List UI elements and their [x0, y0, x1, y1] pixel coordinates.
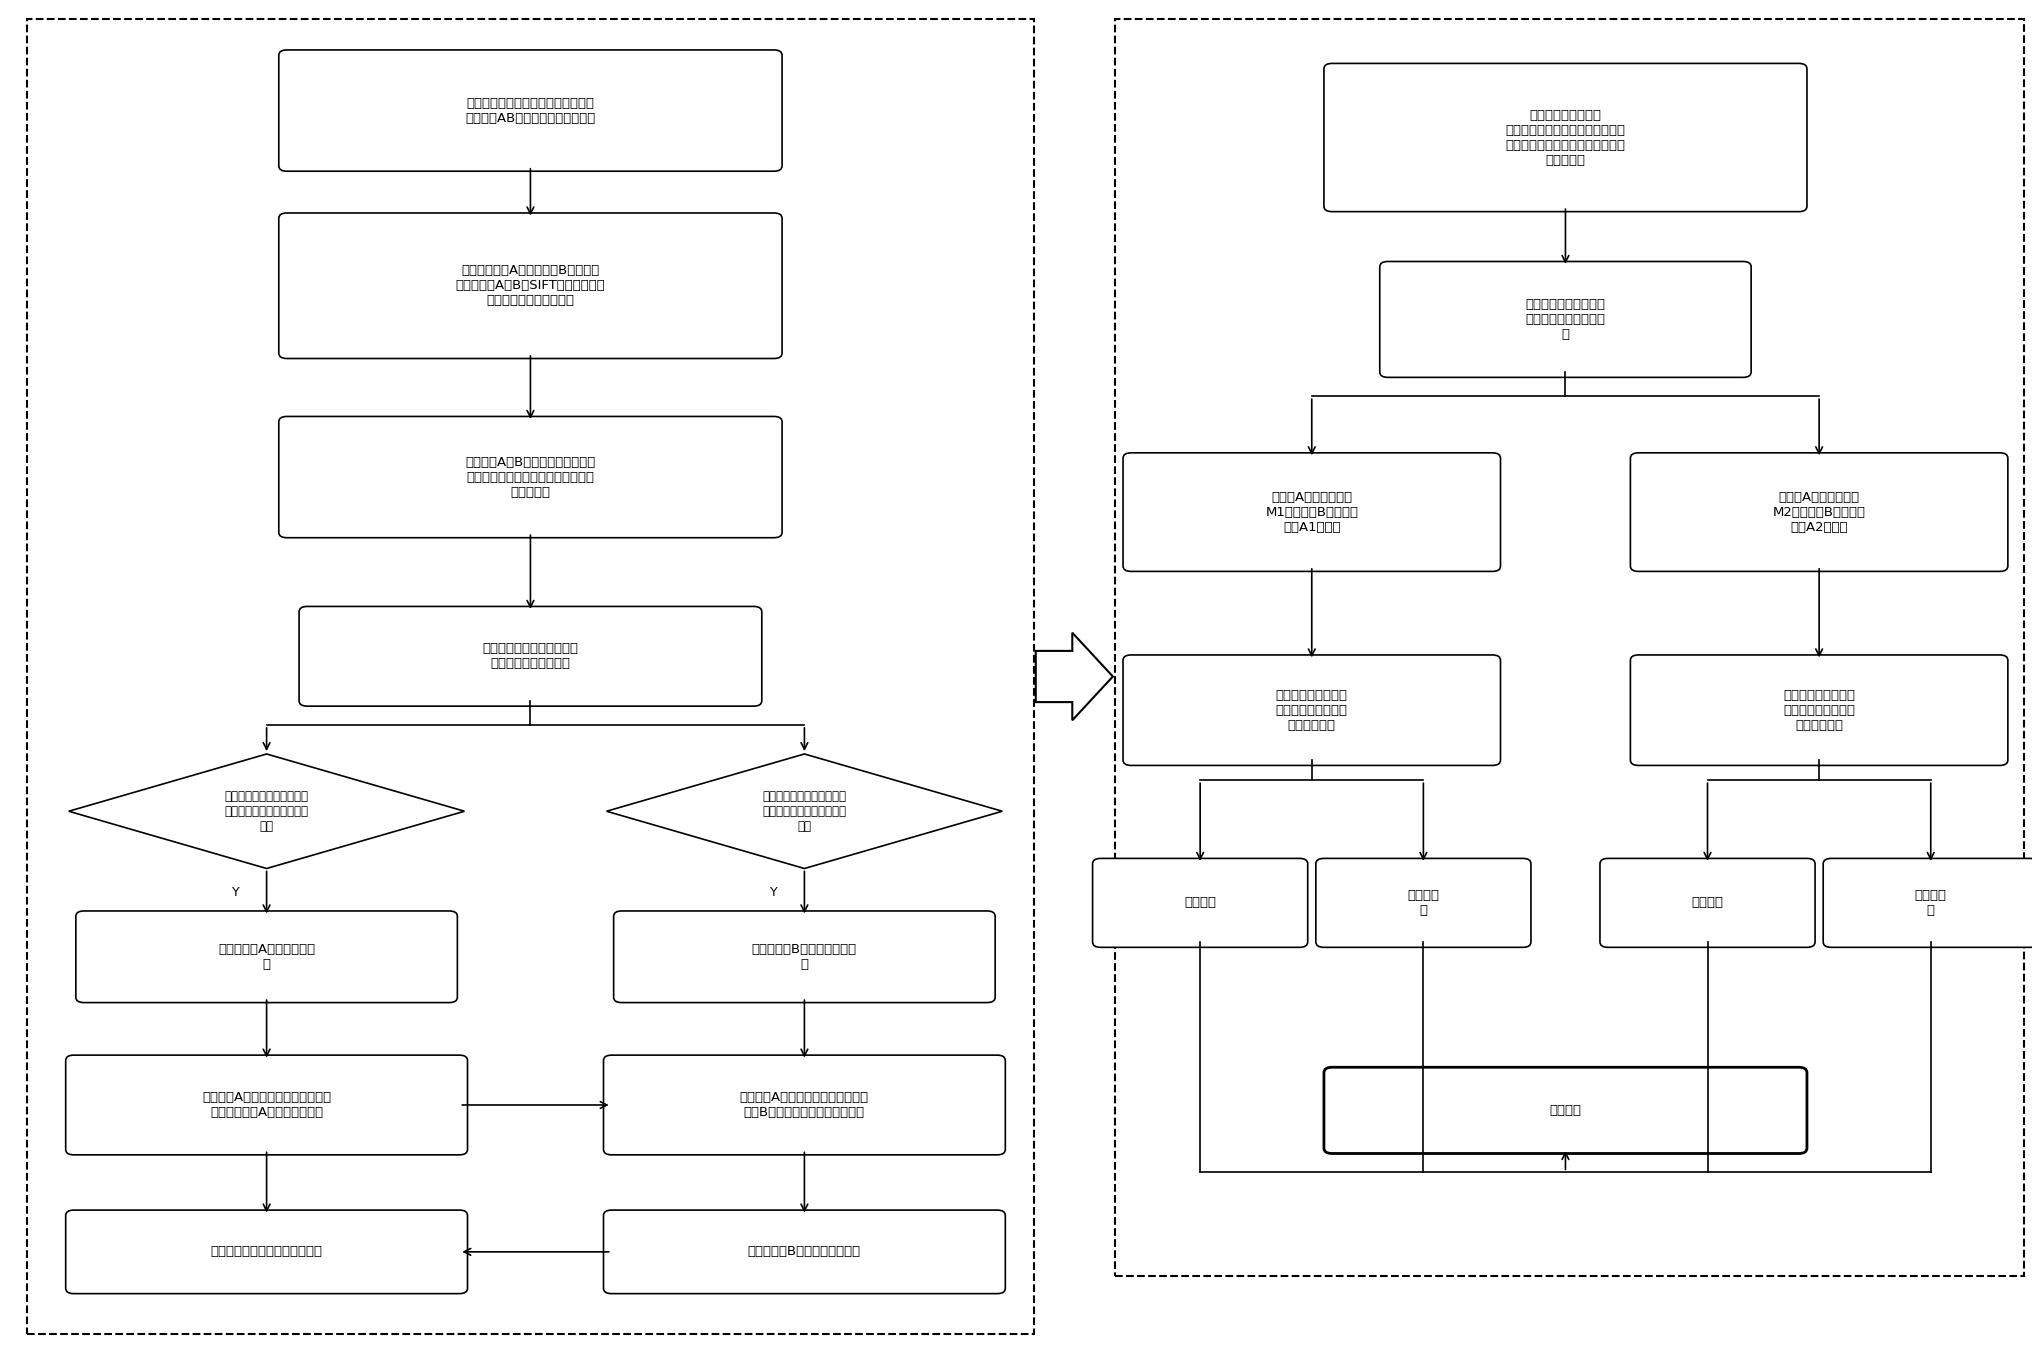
FancyBboxPatch shape [1123, 655, 1500, 766]
FancyBboxPatch shape [1823, 858, 2035, 947]
FancyArrow shape [1036, 633, 1113, 720]
Polygon shape [69, 754, 464, 869]
Text: 摄像头A重叠视野区域
M1和摄像头B重叠视野
区域A1的目标: 摄像头A重叠视野区域 M1和摄像头B重叠视野 区域A1的目标 [1266, 491, 1357, 533]
Text: 计算目标检测框的中
心点到重叠视野区域
中界线的距离: 计算目标检测框的中 心点到重叠视野区域 中界线的距离 [1276, 689, 1347, 732]
FancyBboxPatch shape [1123, 453, 1500, 571]
Text: 分层次、分区域、分情
况对目标的身份进行匹
配: 分层次、分区域、分情 况对目标的身份进行匹 配 [1526, 298, 1606, 341]
Text: 目标匹配: 目标匹配 [1549, 1104, 1581, 1116]
Text: 确定相邻摄像头的重叠视野区域: 确定相邻摄像头的重叠视野区域 [210, 1245, 324, 1258]
Text: 发生遮挡: 发生遮挡 [1691, 897, 1724, 909]
FancyBboxPatch shape [1600, 858, 1815, 947]
Text: 生成摄像头B的重叠视野中界线: 生成摄像头B的重叠视野中界线 [747, 1245, 861, 1258]
FancyBboxPatch shape [65, 1055, 468, 1155]
Text: 计算目标检测框的中
心点到重叠视野区域
中界线的距离: 计算目标检测框的中 心点到重叠视野区域 中界线的距离 [1783, 689, 1856, 732]
Text: 摄像头A重叠视野区域
M2和摄像头B重叠视野
区域A2的目标: 摄像头A重叠视野区域 M2和摄像头B重叠视野 区域A2的目标 [1772, 491, 1866, 533]
Text: 相似度左梯度小于梯度阈值
并且相似度右梯度大于梯度
阈值: 相似度左梯度小于梯度阈值 并且相似度右梯度大于梯度 阈值 [763, 790, 847, 832]
FancyBboxPatch shape [1380, 261, 1752, 377]
Text: 计算图像A和B关键点的融合特征的
相似度、相似度左梯度、相似度右梯
度多个指标: 计算图像A和B关键点的融合特征的 相似度、相似度左梯度、相似度右梯 度多个指标 [466, 456, 596, 498]
Text: 相似度左梯度大于梯度阈值
并且相似度右梯度小于梯度
阈值: 相似度左梯度大于梯度阈值 并且相似度右梯度小于梯度 阈值 [224, 790, 309, 832]
Bar [1115, 19, 2025, 1276]
FancyBboxPatch shape [1325, 1068, 1807, 1154]
Text: 生成摄像头B的重叠视野分界
线: 生成摄像头B的重叠视野分界 线 [751, 943, 857, 970]
Text: 基于空间关系差异变化自适
应更新的梯度阈值判断: 基于空间关系差异变化自适 应更新的梯度阈值判断 [482, 643, 578, 670]
Text: 固定多个摄像头地空间相对位置，相
邻摄像头AB水平方向位置一左一右: 固定多个摄像头地空间相对位置，相 邻摄像头AB水平方向位置一左一右 [466, 96, 596, 124]
FancyBboxPatch shape [1325, 64, 1807, 211]
Text: Y: Y [232, 886, 240, 898]
FancyBboxPatch shape [279, 212, 781, 359]
Text: 发生遮挡: 发生遮挡 [1184, 897, 1217, 909]
Polygon shape [606, 754, 1003, 869]
FancyBboxPatch shape [1093, 858, 1309, 947]
Text: 生成摄像头A重叠视野边界
线: 生成摄像头A重叠视野边界 线 [218, 943, 315, 970]
FancyBboxPatch shape [1317, 858, 1530, 947]
FancyBboxPatch shape [75, 911, 458, 1003]
Text: 统计重叠时视野区域
检测人数，将检测人数最多的摄像
头设置为主摄像头，其他摄像头为
辅助摄像头: 统计重叠时视野区域 检测人数，将检测人数最多的摄像 头设置为主摄像头，其他摄像头… [1506, 108, 1626, 166]
FancyBboxPatch shape [604, 1210, 1005, 1293]
Bar [26, 19, 1034, 1334]
FancyBboxPatch shape [279, 417, 781, 537]
Text: 找摄像头A重叠视野中界线上的点与
图像B的关键点的相似度最大的点: 找摄像头A重叠视野中界线上的点与 图像B的关键点的相似度最大的点 [741, 1091, 869, 1119]
FancyBboxPatch shape [615, 911, 995, 1003]
FancyBboxPatch shape [65, 1210, 468, 1293]
Text: Y: Y [769, 886, 777, 898]
FancyBboxPatch shape [604, 1055, 1005, 1155]
FancyBboxPatch shape [279, 50, 781, 172]
Text: 未发生遮
挡: 未发生遮 挡 [1408, 889, 1439, 917]
Text: 未发生遮
挡: 未发生遮 挡 [1915, 889, 1947, 917]
FancyBboxPatch shape [1630, 453, 2009, 571]
Text: 根据图像A的右边界与重叠视野边界
线生成摄像头A重叠视野中界线: 根据图像A的右边界与重叠视野边界 线生成摄像头A重叠视野中界线 [201, 1091, 332, 1119]
Text: 对于左摄像头A和左摄像头B，获取他
们场景图片A和B的SIFT特征和角点特
征，并计算多维融合特征: 对于左摄像头A和左摄像头B，获取他 们场景图片A和B的SIFT特征和角点特 征，… [456, 264, 604, 307]
FancyBboxPatch shape [299, 606, 761, 706]
FancyBboxPatch shape [1630, 655, 2009, 766]
